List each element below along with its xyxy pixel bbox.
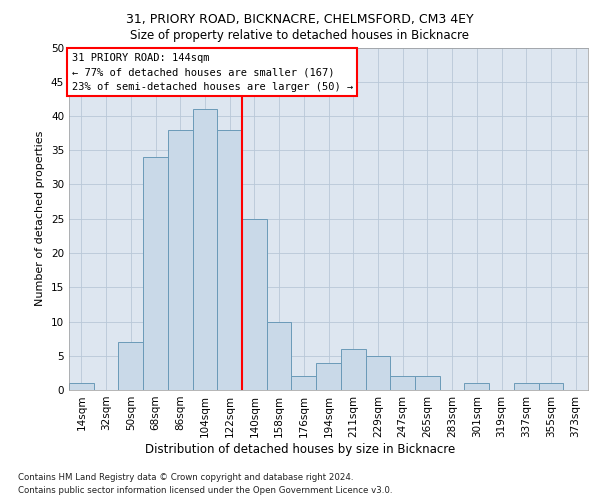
Bar (217, 130, 242, 390)
Text: Distribution of detached houses by size in Bicknacre: Distribution of detached houses by size … (145, 442, 455, 456)
Text: Contains HM Land Registry data © Crown copyright and database right 2024.: Contains HM Land Registry data © Crown c… (18, 472, 353, 482)
Bar (390, 376, 415, 390)
Bar (267, 322, 292, 390)
Bar (193, 109, 217, 390)
Text: 31, PRIORY ROAD, BICKNACRE, CHELMSFORD, CM3 4EY: 31, PRIORY ROAD, BICKNACRE, CHELMSFORD, … (126, 12, 474, 26)
Bar (118, 342, 143, 390)
Bar (539, 383, 563, 390)
Bar (69, 383, 94, 390)
Text: 31 PRIORY ROAD: 144sqm
← 77% of detached houses are smaller (167)
23% of semi-de: 31 PRIORY ROAD: 144sqm ← 77% of detached… (71, 52, 353, 92)
Text: Contains public sector information licensed under the Open Government Licence v3: Contains public sector information licen… (18, 486, 392, 495)
Bar (341, 349, 365, 390)
Bar (242, 219, 267, 390)
Text: Size of property relative to detached houses in Bicknacre: Size of property relative to detached ho… (131, 29, 470, 42)
Bar (415, 376, 440, 390)
Bar (292, 376, 316, 390)
Y-axis label: Number of detached properties: Number of detached properties (35, 131, 46, 306)
Bar (464, 383, 489, 390)
Bar (168, 130, 193, 390)
Bar (514, 383, 539, 390)
Bar (365, 356, 390, 390)
Bar (143, 157, 168, 390)
Bar (316, 362, 341, 390)
